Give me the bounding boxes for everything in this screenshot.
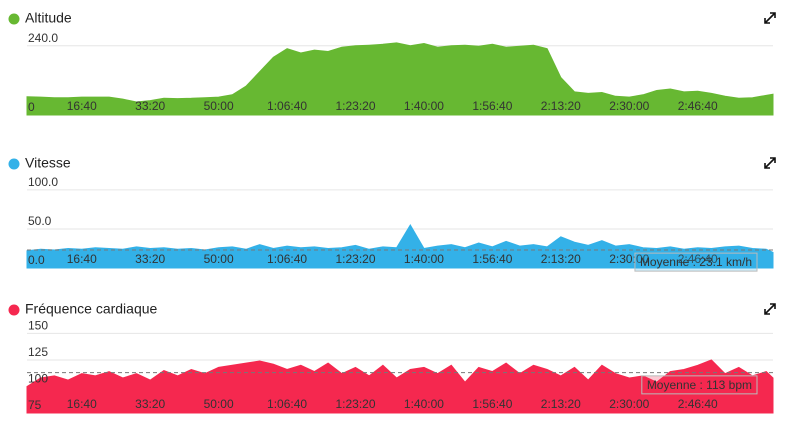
- area: [26, 224, 774, 269]
- x-tick-label: 2:13:20: [541, 99, 581, 113]
- chart-title: Vitesse: [25, 155, 71, 171]
- y-tick-label: 100.0: [28, 175, 58, 189]
- x-tick-label: 1:06:40: [267, 252, 307, 266]
- x-tick-label: 50:00: [204, 397, 234, 411]
- x-tick-label: 2:13:20: [541, 397, 581, 411]
- mean-label-box: [634, 252, 758, 272]
- chart-title: Fréquence cardiaque: [25, 301, 158, 317]
- y-tick-label: 75: [28, 398, 42, 412]
- area: [26, 42, 774, 116]
- expand-icon[interactable]: [764, 303, 776, 315]
- x-tick-label: 1:23:20: [335, 252, 375, 266]
- x-tick-label: 1:56:40: [472, 397, 512, 411]
- x-tick-label: 33:20: [135, 397, 165, 411]
- mean-annotation: Moyenne : 23.1 km/h: [634, 252, 758, 272]
- x-tick-label: 2:30:00: [609, 99, 649, 113]
- x-tick-label: 1:23:20: [335, 99, 375, 113]
- x-tick-label: 1:40:00: [404, 397, 444, 411]
- x-tick-label: 2:30:00: [609, 252, 649, 266]
- x-tick-label: 16:40: [67, 99, 97, 113]
- y-tick-label: 150: [28, 319, 48, 333]
- legend-dot: [8, 13, 20, 25]
- y-tick-label: 50.0: [28, 214, 52, 228]
- mean-annotation: Moyenne : 113 bpm: [641, 375, 758, 395]
- y-tick-label: 125: [28, 345, 48, 359]
- x-tick-label: 1:56:40: [472, 252, 512, 266]
- x-tick-label: 2:13:20: [541, 252, 581, 266]
- expand-icon[interactable]: [764, 157, 776, 169]
- x-tick-label: 50:00: [204, 99, 234, 113]
- x-tick-label: 1:40:00: [404, 252, 444, 266]
- x-tick-label: 1:40:00: [404, 99, 444, 113]
- y-tick-label: 240.0: [28, 31, 58, 45]
- area: [26, 359, 774, 414]
- x-tick-label: 2:46:40: [678, 252, 718, 266]
- expand-icon[interactable]: [764, 12, 776, 24]
- x-tick-label: 33:20: [135, 252, 165, 266]
- mean-label: Moyenne : 113 bpm: [647, 378, 752, 392]
- y-tick-label: 0: [28, 100, 35, 114]
- x-tick-label: 1:56:40: [472, 99, 512, 113]
- x-tick-label: 1:06:40: [267, 397, 307, 411]
- x-tick-label: 1:06:40: [267, 99, 307, 113]
- mean-label: Moyenne : 23.1 km/h: [640, 255, 752, 269]
- legend-dot: [8, 158, 20, 170]
- x-tick-label: 50:00: [204, 252, 234, 266]
- x-tick-label: 16:40: [67, 252, 97, 266]
- x-tick-label: 2:46:40: [678, 99, 718, 113]
- x-tick-label: 2:30:00: [609, 397, 649, 411]
- x-tick-label: 2:46:40: [678, 397, 718, 411]
- legend-dot: [8, 304, 20, 316]
- chart-title: Altitude: [25, 10, 72, 26]
- x-tick-label: 1:23:20: [335, 397, 375, 411]
- mean-label-box: [641, 375, 758, 395]
- x-tick-label: 33:20: [135, 99, 165, 113]
- x-tick-label: 16:40: [67, 397, 97, 411]
- y-tick-label: 100: [28, 372, 48, 386]
- y-tick-label: 0.0: [28, 253, 45, 267]
